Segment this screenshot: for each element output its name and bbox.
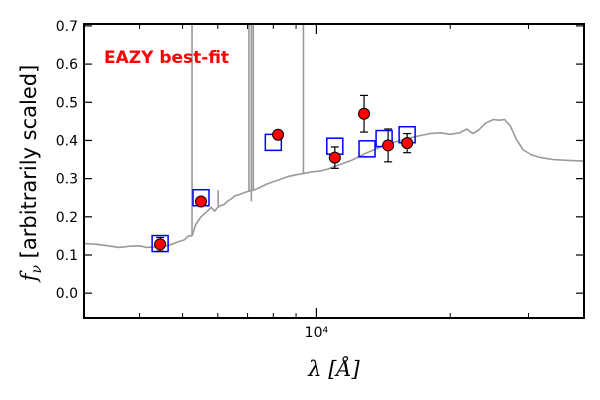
observed-point [154, 236, 167, 252]
observed-point [382, 128, 395, 163]
y-axis-label-text: fν [arbitrarily scaled] [17, 65, 45, 284]
y-label-text: [arbitrarily scaled] [17, 65, 41, 265]
tick-layer: 0.0 0.1 0.2 0.3 0.4 0.5 0.6 0.7 10⁴ [56, 19, 584, 341]
y-tick-label: 0.7 [56, 19, 78, 35]
observed-marker [401, 137, 414, 150]
plot-frame [83, 23, 585, 319]
legend-annotation: EAZY best-fit [104, 48, 229, 68]
observed-point [195, 195, 208, 208]
y-tick-label: 0.2 [56, 210, 78, 226]
observed-photometry-layer [154, 94, 414, 252]
y-tick-label: 0.5 [56, 95, 78, 111]
y-tick-label: 0.1 [56, 248, 78, 264]
x-axis-label: λ [Å] [307, 356, 360, 381]
y-tick-label: 0.0 [56, 286, 78, 302]
observed-point [328, 146, 341, 169]
observed-marker [154, 238, 167, 251]
y-tick-label: 0.3 [56, 172, 78, 188]
y-axis-label: fν [arbitrarily scaled] [17, 65, 45, 284]
x-tick-label: 10⁴ [305, 325, 329, 341]
model-photometry-point [358, 140, 376, 158]
y-label-symbol: f [17, 270, 41, 283]
observed-marker [382, 139, 395, 152]
observed-marker [272, 128, 285, 141]
y-tick-label: 0.4 [56, 133, 78, 149]
sed-layer [83, 24, 585, 249]
observed-point [358, 94, 371, 133]
observed-marker [328, 151, 341, 164]
y-label-subscript: ν [29, 265, 45, 274]
observed-point [272, 128, 285, 141]
y-tick-label: 0.6 [56, 57, 78, 73]
observed-point [401, 132, 414, 154]
observed-marker [195, 195, 208, 208]
sed-curve [83, 118, 585, 249]
observed-marker [358, 107, 371, 120]
model-photometry-layer [151, 125, 416, 253]
x-axis-label-text: λ [Å] [307, 356, 360, 381]
